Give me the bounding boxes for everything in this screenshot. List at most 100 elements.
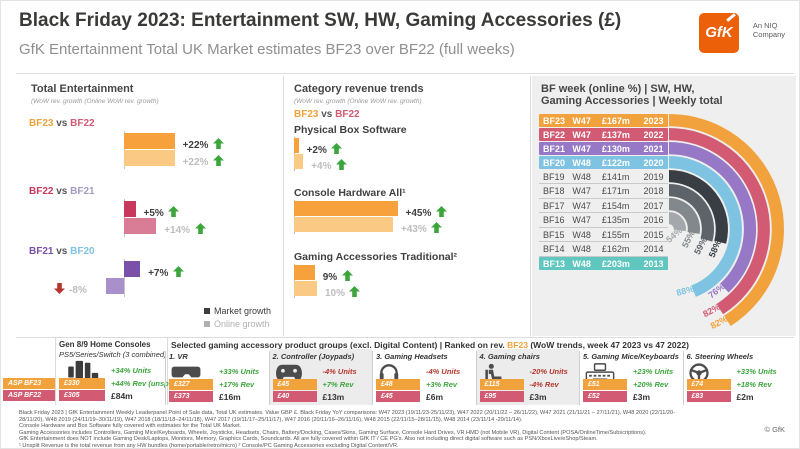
baseline <box>124 259 125 297</box>
console-block-title: Gen 8/9 Home Consoles <box>59 340 151 349</box>
up-arrow-icon <box>331 143 343 155</box>
online-share-pct-label-2020: 88% <box>675 284 695 298</box>
comparison-bf22: BF22 <box>335 109 360 120</box>
up-arrow-icon <box>212 138 224 150</box>
accessory-card: 1. VR £327 £373 +33% Units +17% Rev £16m <box>165 338 270 406</box>
growth-group-label: BF23 vs BF22 <box>29 118 95 129</box>
card-asp-chip: £52 <box>583 391 627 402</box>
comparison-label: BF23 vs BF22 <box>294 109 360 120</box>
gamepad-icon <box>275 363 303 387</box>
growth-pct-label: +5% <box>143 208 164 219</box>
logo-tagline-line2: Company <box>752 30 785 39</box>
online-revenue-bar <box>294 154 304 169</box>
accessory-card: 4. Gaming chairs £115 £95 -20% Units -4% Rev… <box>475 338 581 406</box>
panel-divider-1 <box>283 76 284 336</box>
table-row: BF17 W47 £154m 2017 <box>539 199 668 213</box>
online-share-pct-label-2019: 58% <box>707 238 723 258</box>
growth-group-bars: +22% +22% <box>29 131 279 170</box>
card-left-border <box>579 351 580 405</box>
up-arrow-icon <box>212 155 224 167</box>
card-rev-stat: -4% Rev <box>529 380 559 389</box>
bf-cell: BF20 <box>543 157 566 168</box>
online-share-arc-2016 <box>668 212 686 232</box>
page-subtitle: GfK Entertainment Total UK Market estima… <box>19 41 515 58</box>
asp-label-column: ASP BF23 ASP BF22 <box>3 338 55 405</box>
revenue-pct-label: +43% <box>400 224 427 235</box>
accessory-cards: 1. VR £327 £373 +33% Units +17% Rev £16m 2. Co… <box>1 338 799 407</box>
middle-panel-title: Category revenue trends <box>294 83 424 95</box>
year-cell: 2017 <box>643 200 664 211</box>
card-rev-stat: +3% Rev <box>426 380 458 389</box>
group-label-b: BF21 <box>70 186 95 197</box>
group-label-a: BF23 <box>29 118 54 129</box>
growth-pct-label: +14% <box>164 225 191 236</box>
online-revenue-bar <box>294 217 393 232</box>
card-asp-chip: £40 <box>272 391 317 402</box>
category-bars: 9% 10% <box>286 264 530 299</box>
revenue-pct-label: +2% <box>306 145 327 156</box>
footnote-line: Black Friday 2023 | GfK Entertainment We… <box>19 410 675 416</box>
category-name: Console Hardware All¹ <box>294 187 406 199</box>
table-row: BF13 W48 £203m 2013 <box>539 257 668 270</box>
card-asp-chip: £115 <box>479 379 524 390</box>
value-cell: £122m <box>601 157 630 168</box>
year-cell: 2018 <box>643 186 664 196</box>
growth-group-bars: +7% -8% <box>29 259 279 298</box>
card-revenue-total: £2m <box>736 392 754 402</box>
online-revenue-value: +4% <box>311 156 347 174</box>
up-arrow-icon <box>168 206 180 218</box>
category-block: Console Hardware All¹ +45% +43% <box>286 187 530 239</box>
card-revenue-total: £6m <box>426 392 444 402</box>
category-bars: +2% +4% <box>286 137 530 172</box>
logo-tagline: An NIQ Company <box>753 21 785 39</box>
copyright: © GfK <box>764 425 785 434</box>
legend-item: Online growth <box>204 319 271 329</box>
bottom-strip-divider <box>16 337 794 338</box>
value-cell: £135m <box>601 215 630 225</box>
card-units-stat: +33% Units <box>219 367 260 376</box>
card-units-stat: +23% Units <box>633 367 674 376</box>
card-left-border <box>268 351 270 405</box>
growth-group: BF23 vs BF22 +22% +22% <box>29 118 279 178</box>
right-panel-title-line2: Gaming Accessories | Weekly total <box>541 95 723 107</box>
online-share-arc-2018 <box>668 183 715 242</box>
bf-cell: BF14 <box>543 244 565 254</box>
card-asp-chip: £373 <box>169 391 213 402</box>
asp-label-chip: ASP BF23 <box>3 378 55 389</box>
year-cell: 2020 <box>643 157 664 168</box>
table-row: BF15 W48 £155m 2015 <box>539 228 668 242</box>
card-revenue-total: £3m <box>633 392 651 402</box>
accessories-section-title: Selected gaming accessory product groups… <box>171 340 689 350</box>
up-arrow-icon <box>349 286 361 298</box>
card-title: 1. VR <box>169 352 188 361</box>
legend-swatch <box>204 308 210 314</box>
week-cell: W47 <box>572 200 591 211</box>
card-rev-stat: +18% Rev <box>736 380 772 389</box>
group-label-vs: vs <box>53 118 71 129</box>
up-arrow-icon <box>194 223 206 235</box>
online-growth-value: -8% <box>53 280 87 298</box>
category-name: Physical Box Software <box>294 124 407 136</box>
card-revenue-total: £13m <box>322 392 345 402</box>
legend-swatch <box>204 321 210 327</box>
card-rev-stat: +7% Rev <box>322 380 354 389</box>
up-arrow-icon <box>341 270 353 282</box>
category-bars: +45% +43% <box>286 200 530 235</box>
online-growth-bar <box>124 150 175 166</box>
week-cell: W47 <box>572 186 591 196</box>
category-name: Gaming Accessories Traditional² <box>294 251 457 263</box>
table-row: BF21 W47 £130m 2021 <box>539 142 668 155</box>
footnote-line: GfK Entertainment does NOT include Gamin… <box>19 436 598 443</box>
year-cell: 2014 <box>643 244 664 254</box>
bf-cell: BF13 <box>543 258 566 269</box>
value-cell: £167m <box>601 115 630 126</box>
week-cell: W48 <box>572 229 591 240</box>
year-cell: 2019 <box>643 171 664 182</box>
bf-cell: BF15 <box>543 229 565 240</box>
table-row: BF23 W47 £167m 2023 <box>539 114 668 127</box>
chart-legend: Market growth Online growth <box>204 306 271 332</box>
footnote-line: 28/11/20), W48 2019 (24/11/19–30/11/19),… <box>19 416 523 423</box>
card-units-stat: -20% Units <box>529 367 568 376</box>
table-row: BF19 W48 £141m 2019 <box>539 170 668 184</box>
online-growth-value: +22% <box>183 152 224 170</box>
